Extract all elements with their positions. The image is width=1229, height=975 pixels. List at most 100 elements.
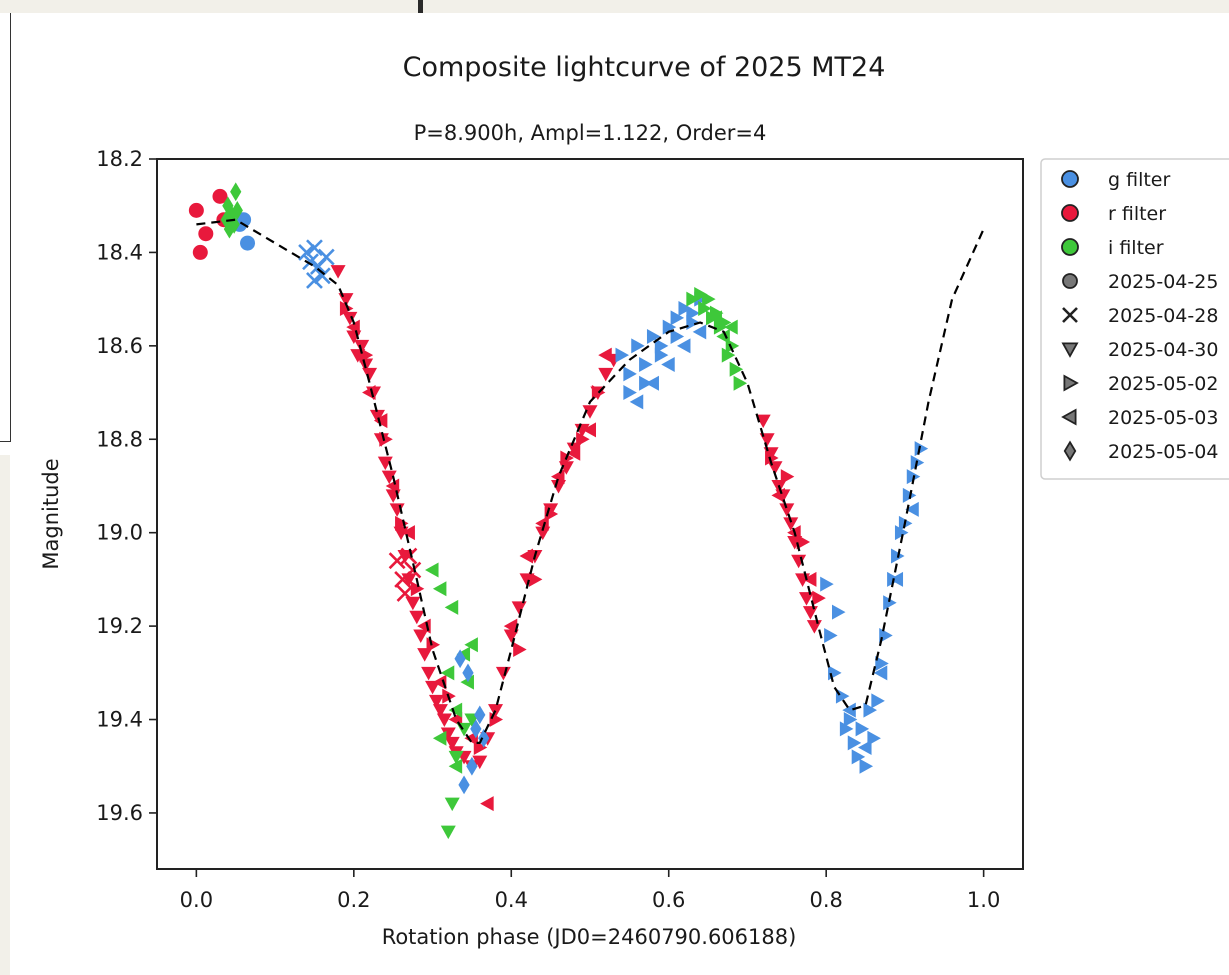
data-point xyxy=(905,501,919,517)
data-point xyxy=(511,601,527,615)
legend: g filter r filter i filter 2025-04-25 2025-0… xyxy=(1040,158,1229,480)
data-point xyxy=(444,736,460,751)
data-point xyxy=(576,431,590,447)
data-point xyxy=(551,479,567,494)
data-point xyxy=(799,592,814,606)
data-point xyxy=(694,286,708,302)
data-point xyxy=(503,618,518,634)
data-point xyxy=(843,712,858,728)
data-point xyxy=(317,248,335,266)
data-point xyxy=(313,267,331,285)
y-tick-label: 18.6 xyxy=(96,334,143,358)
data-point xyxy=(842,702,856,718)
data-point xyxy=(802,571,817,587)
data-point xyxy=(528,571,543,587)
legend-marker-x xyxy=(1062,307,1078,323)
data-point xyxy=(535,526,551,541)
data-point xyxy=(661,357,675,373)
data-point xyxy=(558,461,574,475)
legend-marker-g-filter xyxy=(1061,170,1079,188)
data-point xyxy=(914,441,929,457)
data-point xyxy=(698,300,712,316)
data-point xyxy=(863,702,877,718)
data-point xyxy=(820,576,834,592)
data-point xyxy=(662,319,677,335)
data-point xyxy=(393,526,409,541)
data-point xyxy=(448,750,464,765)
data-point xyxy=(654,347,669,363)
data-points xyxy=(188,182,985,840)
data-point xyxy=(828,665,842,681)
data-point xyxy=(302,253,319,271)
legend-label: g filter xyxy=(1108,169,1170,191)
data-point xyxy=(847,735,862,751)
y-tick-label: 18.8 xyxy=(96,427,143,451)
data-point xyxy=(440,665,455,681)
x-tick-label: 0.0 xyxy=(180,888,213,912)
data-point xyxy=(623,366,637,382)
left-side-panel xyxy=(0,13,11,442)
data-point xyxy=(460,674,474,690)
data-point xyxy=(631,338,645,354)
data-point xyxy=(458,775,470,795)
left-side-strip xyxy=(0,455,10,975)
data-point xyxy=(812,590,826,606)
data-point xyxy=(240,235,256,251)
data-point xyxy=(629,394,644,410)
data-point xyxy=(373,413,388,429)
legend-marker-diamond xyxy=(1063,440,1077,462)
legend-label: 2025-05-04 xyxy=(1108,441,1218,463)
data-point xyxy=(855,721,870,737)
data-point xyxy=(432,674,447,690)
data-point xyxy=(192,244,208,260)
data-point xyxy=(306,239,323,257)
legend-label: 2025-04-28 xyxy=(1108,305,1218,327)
data-point xyxy=(377,456,393,471)
legend-label: 2025-05-02 xyxy=(1108,373,1218,395)
y-tick-label: 19.2 xyxy=(96,614,143,638)
data-point xyxy=(755,414,771,429)
legend-label: 2025-05-03 xyxy=(1108,407,1218,429)
data-point xyxy=(851,749,866,765)
data-point xyxy=(395,515,409,531)
data-point xyxy=(513,641,527,657)
data-point xyxy=(381,470,397,485)
data-point xyxy=(646,329,661,344)
data-point xyxy=(474,705,486,725)
data-point xyxy=(692,324,707,340)
y-tick-label: 18.2 xyxy=(96,147,143,171)
data-point xyxy=(495,666,511,681)
legend-label: i filter xyxy=(1108,237,1164,259)
data-point xyxy=(873,665,888,681)
data-point xyxy=(566,445,581,461)
legend-box xyxy=(1040,158,1229,480)
data-point xyxy=(858,740,872,756)
data-point xyxy=(889,571,904,587)
data-point xyxy=(875,655,889,671)
y-tick-label: 19.0 xyxy=(96,521,143,545)
data-point xyxy=(686,291,700,307)
data-point xyxy=(448,702,463,718)
data-point xyxy=(716,329,730,344)
data-point xyxy=(421,666,437,681)
data-point xyxy=(354,339,370,354)
data-point xyxy=(464,637,478,653)
data-point xyxy=(678,300,692,316)
plot-area: 0.0 0.2 0.4 0.6 0.8 1.0 18.2 18.4 18.6 18.8 19.0 19… xyxy=(96,147,1024,912)
chart-subtitle: P=8.900h, Ampl=1.122, Order=4 xyxy=(414,121,767,145)
data-point xyxy=(871,693,885,709)
data-point xyxy=(385,478,400,494)
data-point xyxy=(432,730,447,746)
x-axis-label: Rotation phase (JD0=2460790.606188) xyxy=(382,925,797,949)
data-point xyxy=(598,367,614,382)
legend-marker-i-filter xyxy=(1061,238,1079,256)
data-point xyxy=(454,649,466,669)
data-point xyxy=(724,319,738,335)
data-point xyxy=(835,688,850,704)
data-point xyxy=(639,357,653,373)
data-point xyxy=(791,554,807,569)
data-point xyxy=(362,367,378,382)
data-point xyxy=(859,758,874,774)
data-point xyxy=(428,694,444,709)
data-point xyxy=(645,375,659,391)
